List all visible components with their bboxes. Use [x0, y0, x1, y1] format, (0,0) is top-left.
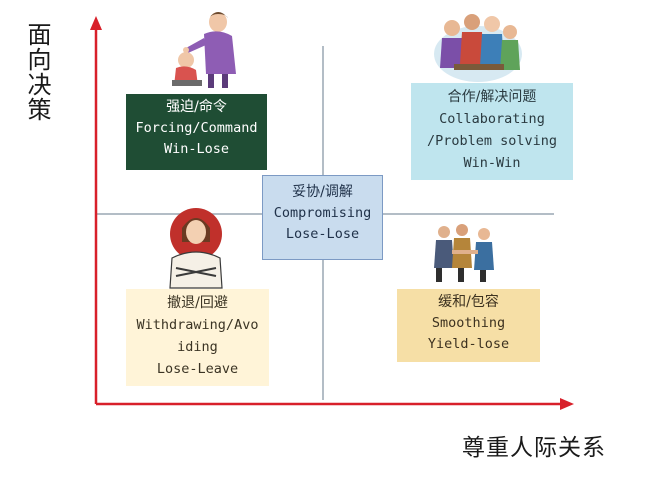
- collaborate-en-label-1: Collaborating: [439, 111, 545, 127]
- x-axis-arrow: [560, 398, 574, 410]
- forcing-outcome-label: Win-Lose: [163, 141, 230, 157]
- compromise-en-label: Compromising: [273, 205, 372, 221]
- collaborating-group-icon: [434, 14, 522, 82]
- collaborate-en-label-2: /Problem solving: [426, 133, 558, 149]
- compromise-outcome-label: Lose-Lose: [285, 226, 360, 242]
- smooth-en-label: Smoothing: [431, 315, 506, 331]
- compromise-cn-label: 妥协/调解: [292, 184, 353, 200]
- smoothing-handshake-icon: [434, 224, 494, 282]
- forcing-command-box: 强迫/命令 Forcing/Command Win-Lose: [126, 94, 267, 170]
- withdraw-cn-label: 撤退/回避: [167, 295, 228, 311]
- withdrawing-person-icon: [169, 208, 223, 289]
- withdraw-outcome-label: Lose-Leave: [156, 361, 239, 377]
- smooth-cn-label: 缓和/包容: [438, 294, 499, 310]
- withdrawing-box: 撤退/回避 Withdrawing/Avo iding Lose-Leave: [126, 289, 269, 386]
- forcing-cn-label: 强迫/命令: [166, 99, 227, 115]
- forcing-en-label: Forcing/Command: [135, 120, 258, 136]
- withdraw-en-label-2: iding: [177, 339, 218, 355]
- collaborating-box: 合作/解决问题 Collaborating /Problem solving W…: [411, 83, 573, 180]
- withdraw-en-label-1: Withdrawing/Avo: [136, 317, 259, 333]
- smoothing-box: 缓和/包容 Smoothing Yield-lose: [397, 289, 540, 362]
- smooth-outcome-label: Yield-lose: [427, 336, 510, 352]
- x-axis-label: 尊重人际关系: [462, 435, 606, 461]
- collaborate-outcome-label: Win-Win: [463, 155, 521, 171]
- y-axis-label: 面向决策: [23, 22, 51, 122]
- compromising-box: 妥协/调解 Compromising Lose-Lose: [262, 175, 383, 260]
- forcing-people-icon: [172, 12, 236, 88]
- collaborate-cn-label: 合作/解决问题: [447, 89, 537, 105]
- y-axis-arrow: [90, 16, 102, 30]
